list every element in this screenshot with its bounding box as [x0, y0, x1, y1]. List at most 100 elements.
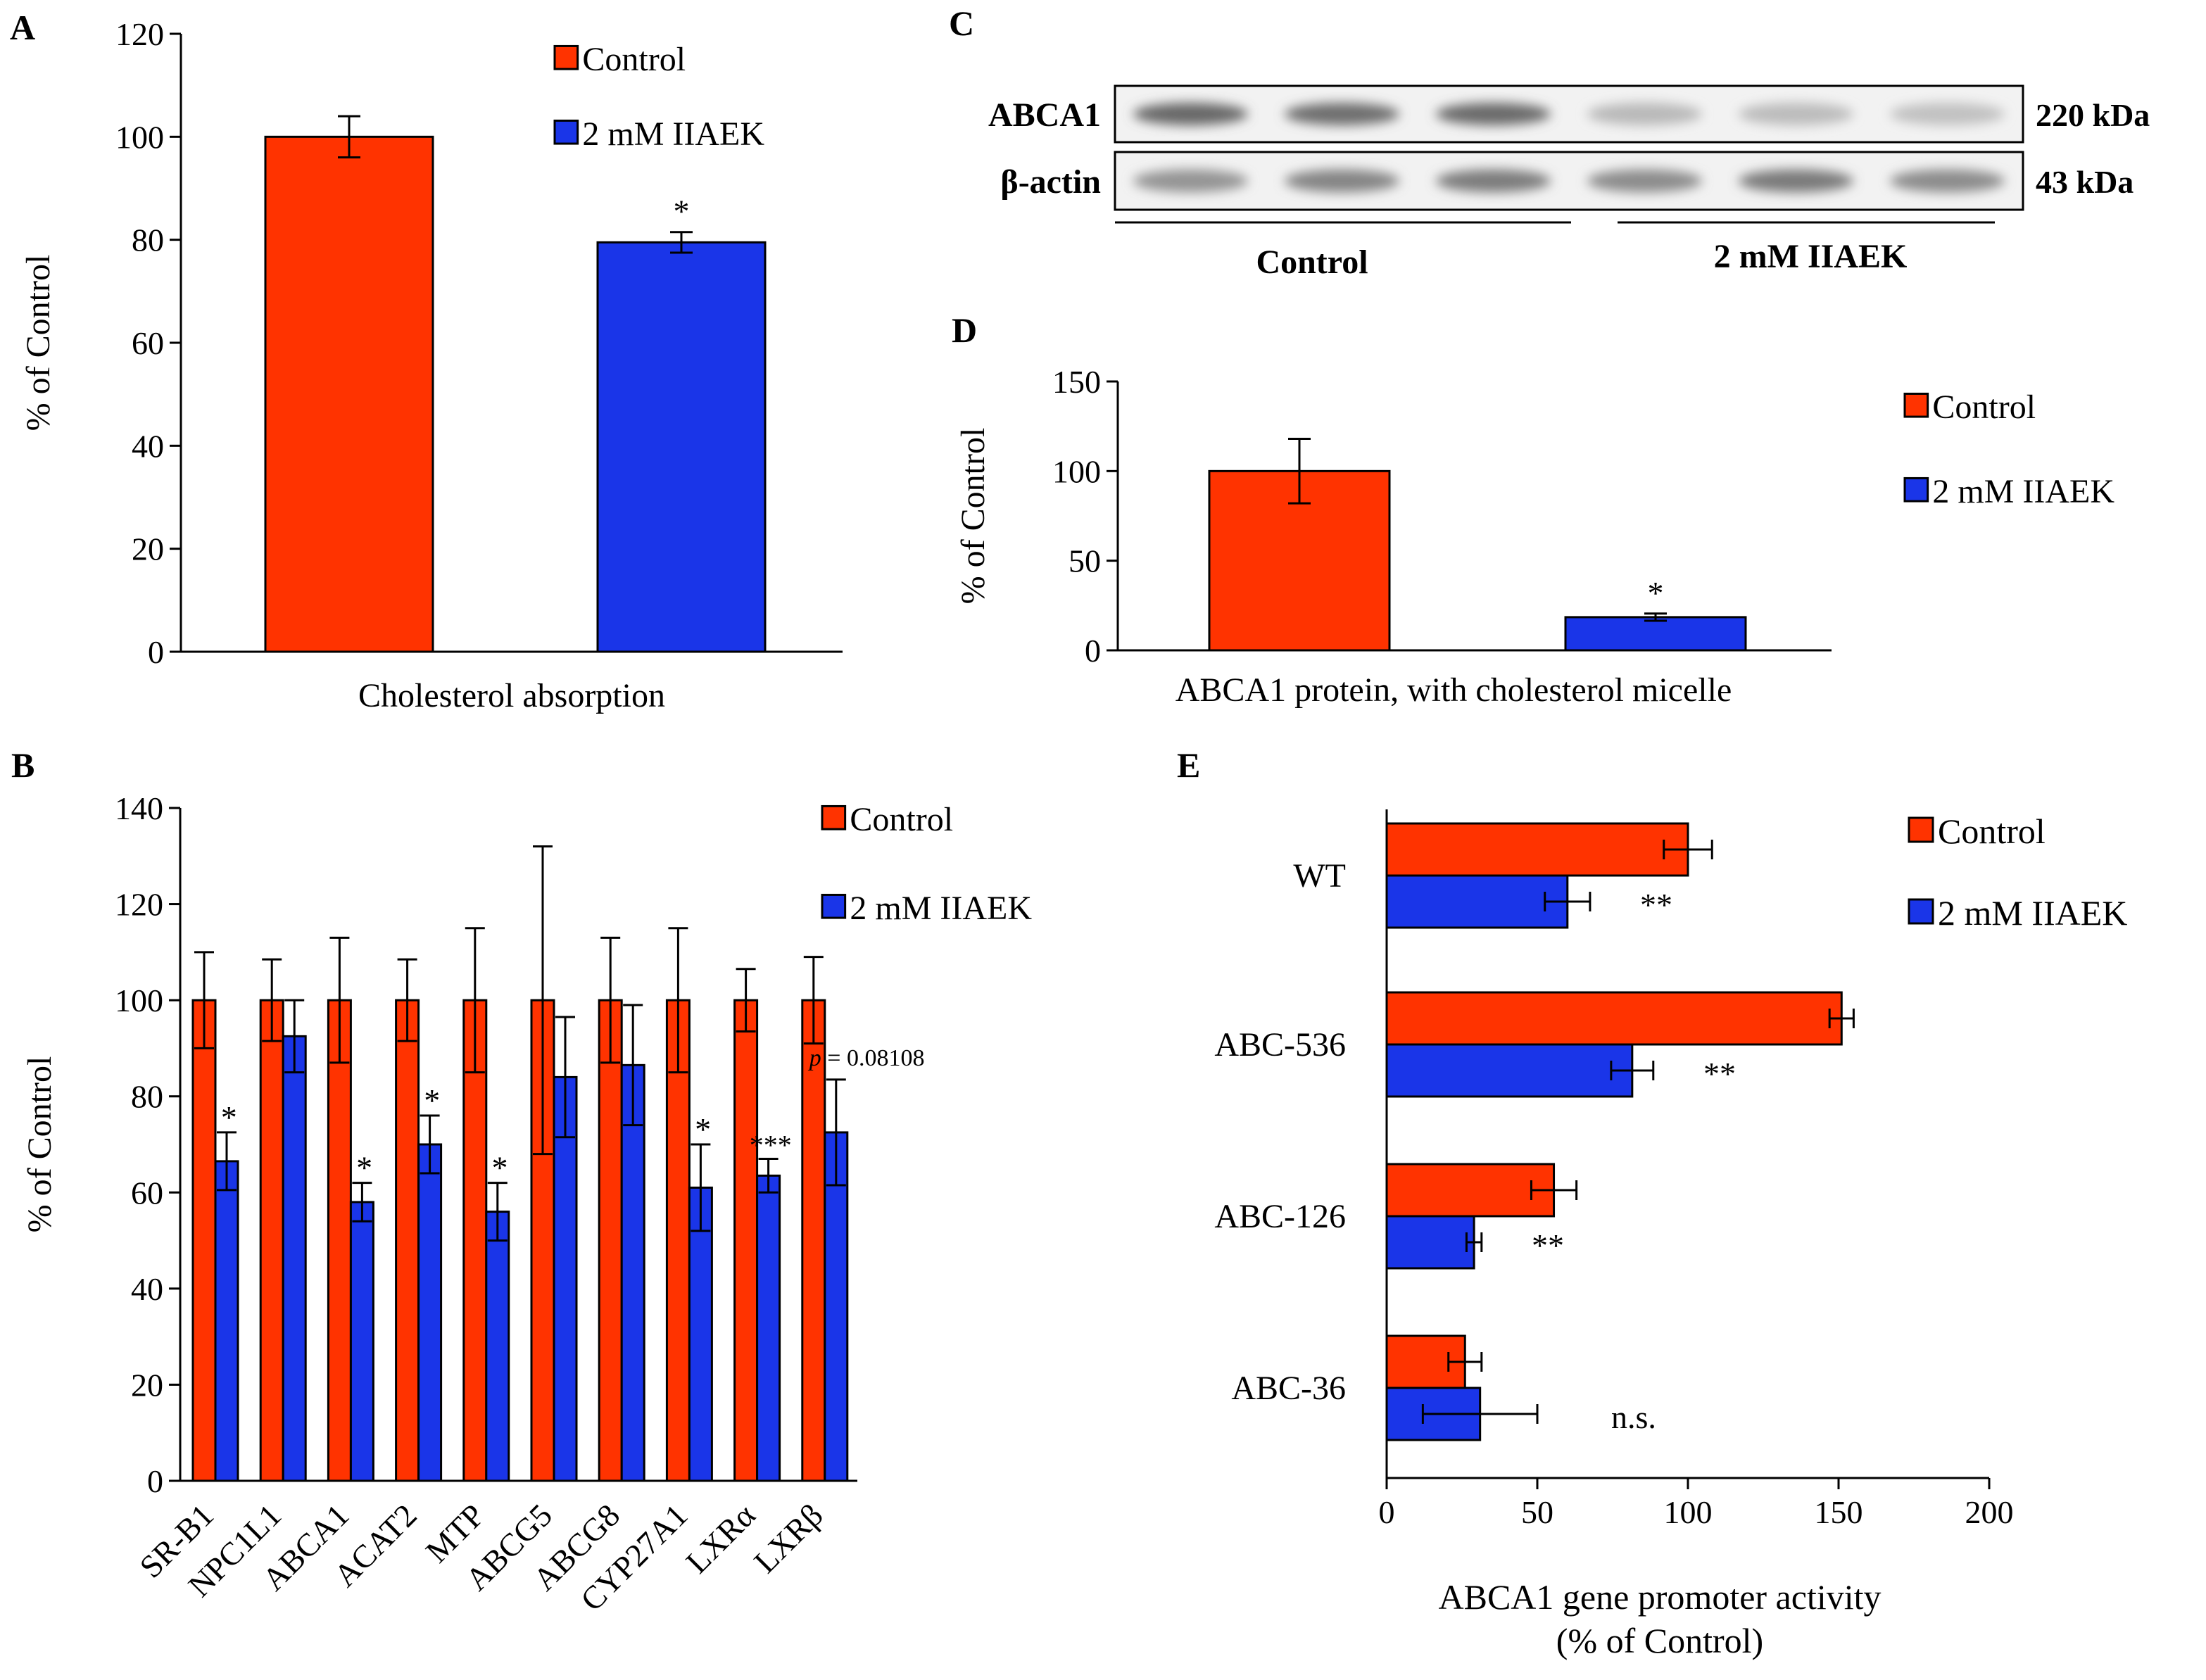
- a-xlabel: Cholesterol absorption: [358, 677, 665, 714]
- b-annotation-4: *: [492, 1150, 508, 1186]
- b-errorbar-0-6: [600, 936, 621, 1064]
- b-errorbar-1-7: [691, 1143, 711, 1232]
- b-bar-0-3: [395, 999, 420, 1482]
- b-annotation-3: *: [424, 1082, 440, 1118]
- d-legend-swatch-0: [1903, 392, 1929, 418]
- d-annotation-1: *: [1648, 575, 1664, 611]
- d-legend-label-0: Control: [1932, 389, 2036, 426]
- b-ytick-label-100: 100: [115, 983, 163, 1018]
- c-row-label-0: ABCA1: [988, 96, 1101, 134]
- b-bar-0-6: [598, 999, 623, 1482]
- e-legend-label-1: 2 mM IIAEK: [1938, 893, 2127, 933]
- a-legend-label-0: Control: [582, 41, 686, 78]
- b-legend-label-0: Control: [850, 801, 953, 838]
- e-errorbar-0-0: [1663, 840, 1713, 859]
- c-band-1-2: [1435, 169, 1551, 193]
- e-xtick-label-150: 150: [1815, 1494, 1863, 1530]
- a-ylabel: % of Control: [20, 255, 57, 431]
- e-legend-label-0: Control: [1938, 811, 2046, 851]
- a-ytick-label-80: 80: [132, 222, 164, 258]
- panel-letter-d: D: [952, 310, 977, 350]
- e-bar-0-2: [1385, 1163, 1556, 1218]
- b-errorbar-1-1: [284, 999, 305, 1074]
- c-band-0-1: [1284, 103, 1400, 125]
- b-errorbar-1-3: [420, 1114, 440, 1175]
- d-xlabel: ABCA1 protein, with cholesterol micelle: [1176, 671, 1732, 709]
- b-errorbar-0-4: [465, 927, 485, 1074]
- b-bar-0-0: [191, 999, 217, 1482]
- d-errorbar-1: [1644, 612, 1667, 622]
- c-band-1-1: [1284, 169, 1400, 193]
- b-bar-1-2: [349, 1201, 374, 1482]
- e-errorbar-0-3: [1447, 1352, 1483, 1372]
- b-errorbar-1-0: [217, 1131, 237, 1192]
- b-errorbar-0-8: [736, 968, 756, 1033]
- b-bar-1-4: [485, 1211, 510, 1482]
- e-legend-swatch-1: [1908, 898, 1934, 925]
- panel-letter-c: C: [949, 4, 974, 43]
- b-errorbar-1-2: [352, 1182, 372, 1223]
- b-annotation-2: *: [356, 1150, 372, 1186]
- b-ytick-label-80: 80: [131, 1079, 163, 1115]
- c-group-label-0: Control: [1256, 244, 1368, 281]
- e-bar-1-1: [1385, 1043, 1634, 1098]
- e-errorbar-1-2: [1465, 1232, 1483, 1252]
- c-band-1-0: [1133, 169, 1249, 193]
- b-ytick-label-40: 40: [131, 1271, 163, 1307]
- d-bar-1: [1564, 616, 1747, 652]
- e-errorbar-0-1: [1828, 1009, 1855, 1028]
- b-bar-1-8: [756, 1174, 781, 1482]
- c-band-1-5: [1889, 169, 2005, 193]
- d-legend-swatch-1: [1903, 476, 1929, 503]
- b-ytick-label-140: 140: [115, 790, 163, 826]
- panel-d-chart: 0 50 100 150 % of Control ABCA1 protein, with…: [954, 364, 2114, 709]
- c-row-label-1: β-actin: [1000, 163, 1101, 201]
- b-pvalue-symbol: p: [808, 1045, 828, 1071]
- e-xtick-label-100: 100: [1664, 1494, 1713, 1530]
- e-xlabel: ABCA1 gene promoter activity: [1438, 1577, 1881, 1617]
- e-annotation-0: **: [1640, 887, 1672, 923]
- b-legend-swatch-1: [821, 893, 847, 919]
- e-errorbar-1-0: [1544, 892, 1592, 911]
- c-size-label-0: 220 kDa: [2036, 97, 2150, 133]
- c-band-0-2: [1435, 103, 1551, 125]
- b-ytick-label-120: 120: [115, 887, 163, 923]
- panel-letter-e: E: [1177, 745, 1200, 785]
- b-xtick-label-8: LXRα: [679, 1497, 762, 1580]
- b-pvalue-text: = 0.08108: [827, 1045, 924, 1071]
- a-errorbar-1: [670, 231, 693, 254]
- a-legend-label-1: 2 mM IIAEK: [582, 115, 764, 153]
- b-errorbar-0-0: [194, 951, 214, 1049]
- c-size-label-1: 43 kDa: [2036, 164, 2133, 200]
- c-band-0-3: [1587, 103, 1703, 125]
- a-errorbar-0: [338, 115, 360, 159]
- b-legend-swatch-0: [821, 804, 847, 830]
- b-bar-0-1: [259, 999, 284, 1482]
- b-annotation-0: *: [221, 1099, 237, 1135]
- e-ytick-label-3: ABC-36: [1231, 1370, 1346, 1407]
- e-annotation-2: **: [1532, 1227, 1564, 1263]
- d-ytick-label-150: 150: [1052, 364, 1101, 400]
- d-ylabel: % of Control: [954, 428, 992, 605]
- b-bar-0-8: [733, 999, 759, 1482]
- c-blot-frame-0: [1114, 84, 2024, 144]
- e-bar-1-2: [1385, 1215, 1475, 1270]
- b-errorbar-0-7: [668, 927, 688, 1074]
- b-pvalue-label: p = 0.08108: [808, 1045, 925, 1071]
- b-annotation-8: ***: [750, 1129, 792, 1161]
- a-bar-1: [596, 241, 767, 653]
- a-bar-0: [264, 135, 434, 653]
- d-errorbar-0: [1288, 437, 1311, 505]
- a-ytick-label-40: 40: [132, 428, 164, 464]
- b-annotation-7: *: [695, 1111, 711, 1147]
- a-legend-swatch-0: [553, 44, 579, 70]
- c-blot-frame-1: [1114, 151, 2024, 211]
- e-ytick-label-2: ABC-126: [1214, 1198, 1346, 1235]
- b-errorbar-0-1: [262, 958, 282, 1042]
- e-errorbar-1-3: [1421, 1404, 1539, 1424]
- a-ytick-label-0: 0: [148, 634, 164, 670]
- e-errorbar-0-2: [1530, 1180, 1578, 1200]
- b-ylabel: % of Control: [21, 1056, 58, 1233]
